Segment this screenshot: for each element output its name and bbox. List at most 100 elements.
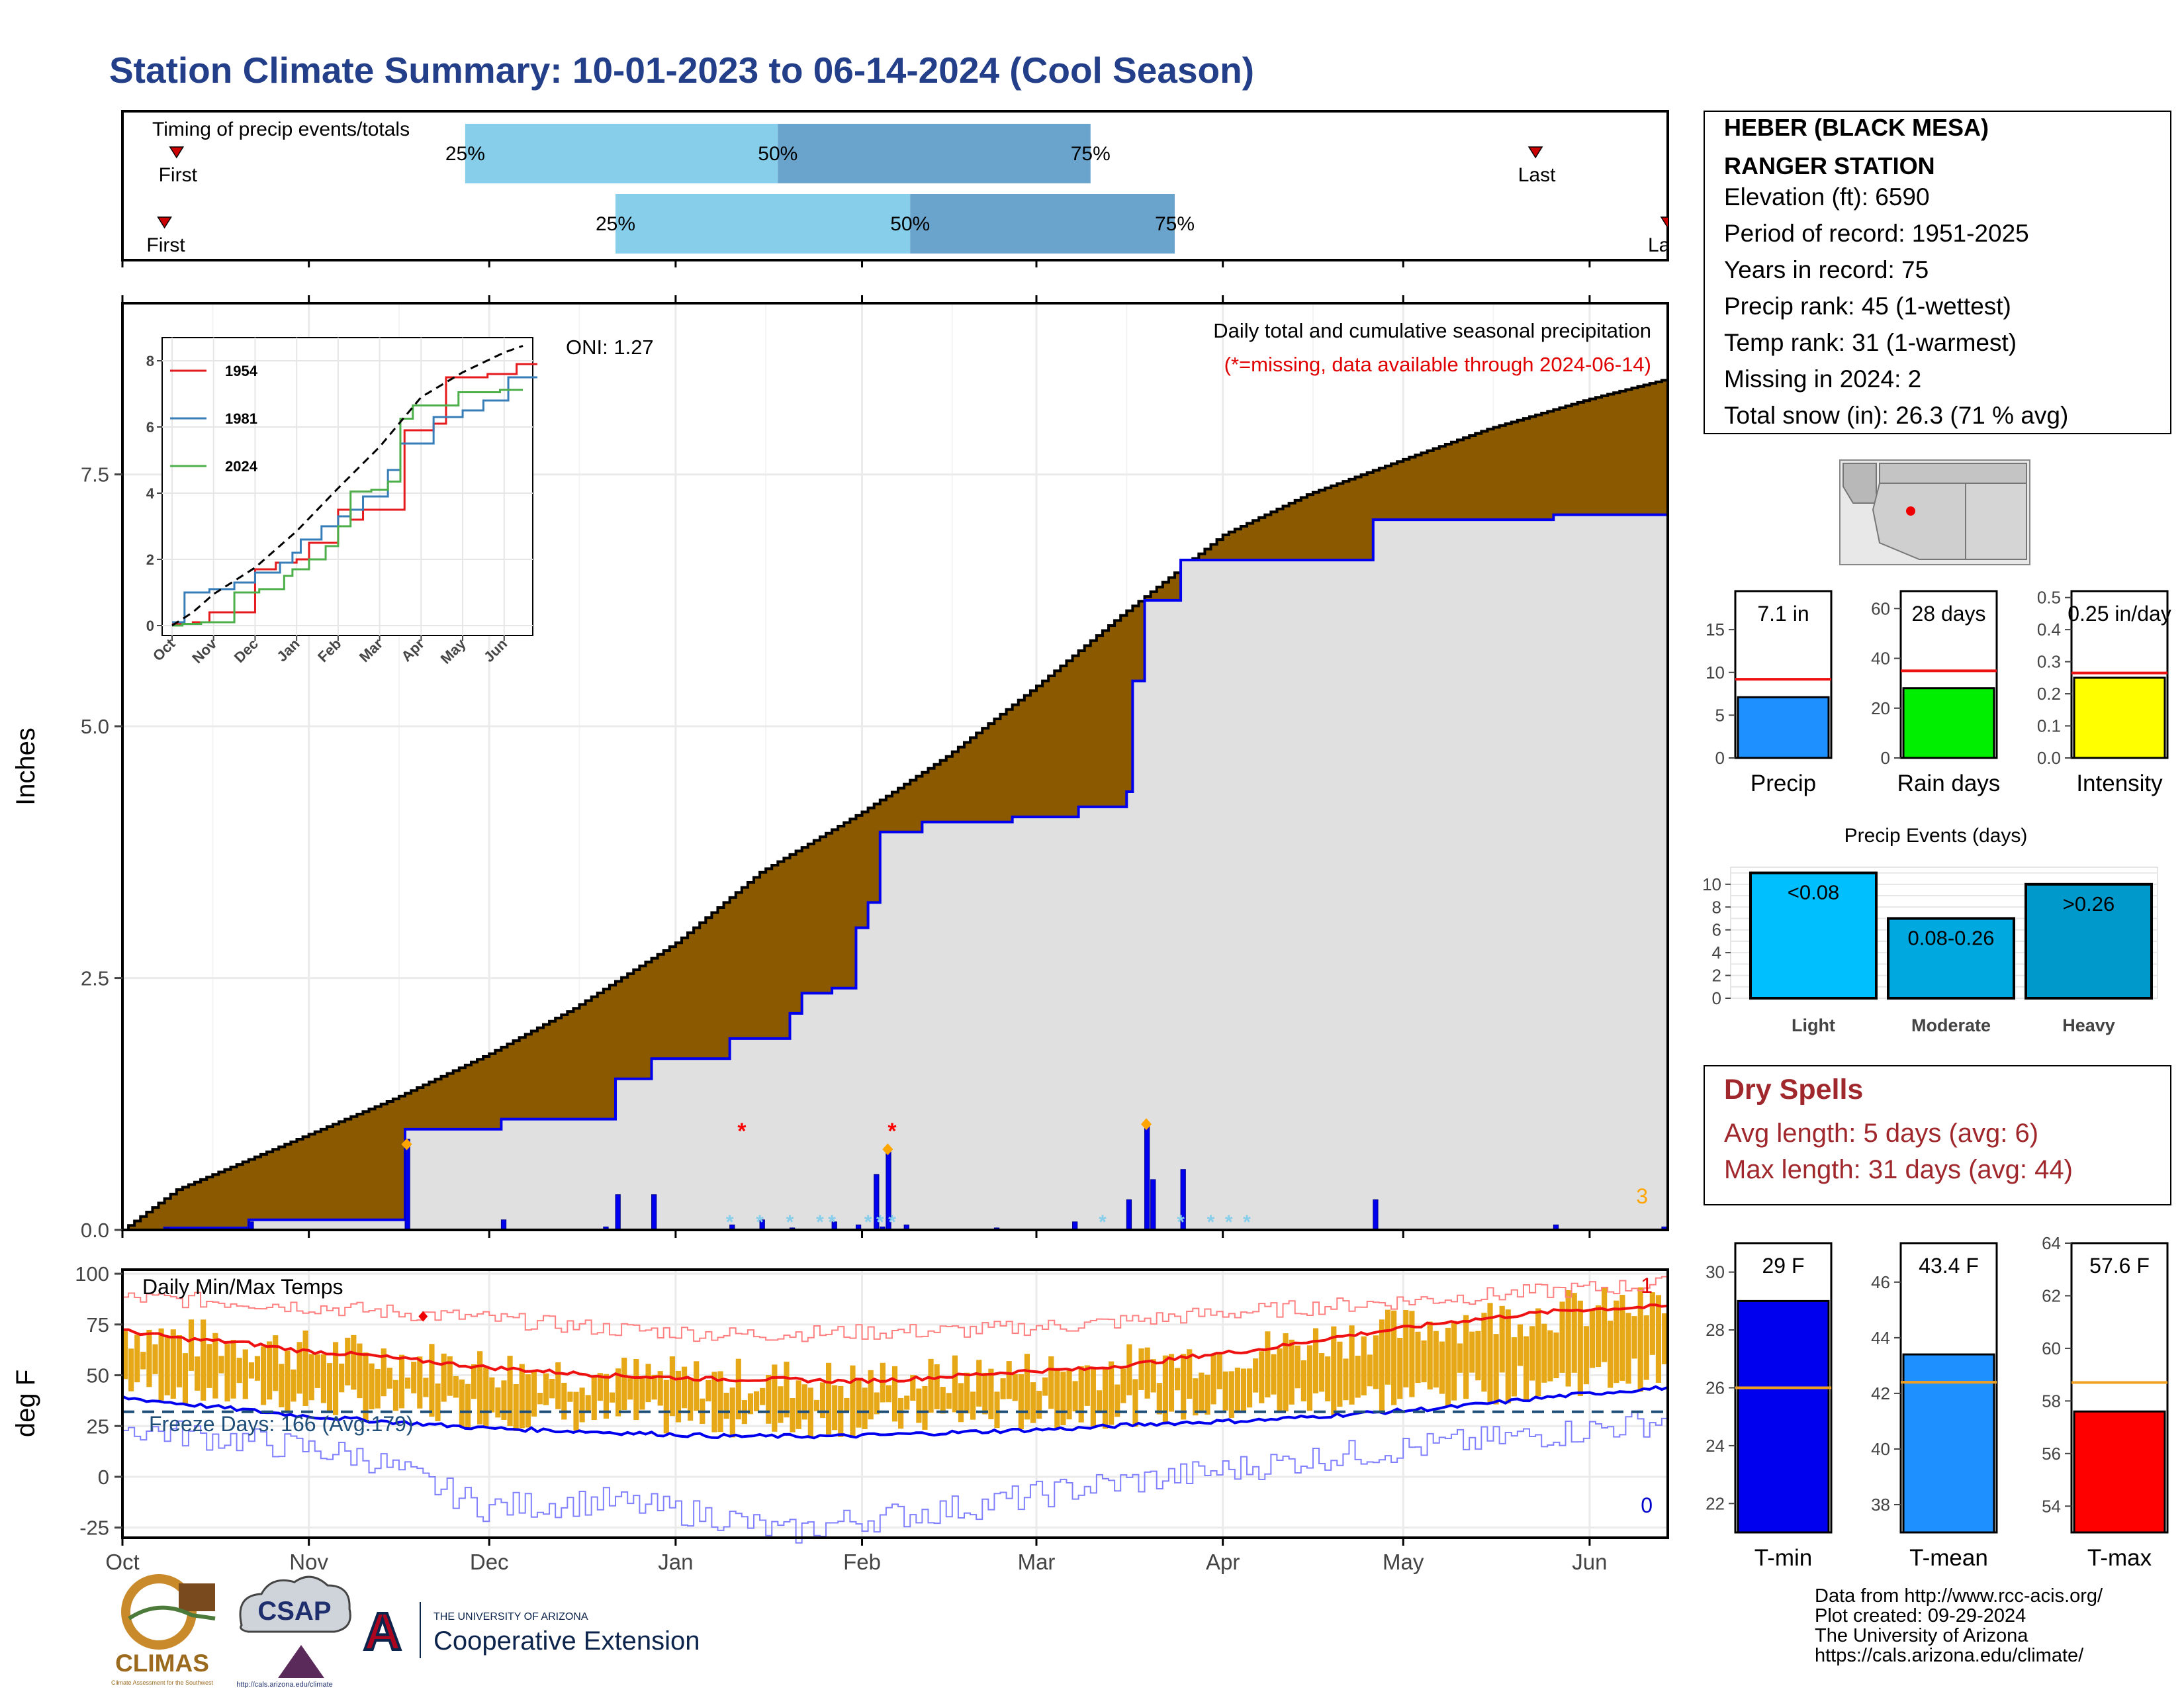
footer-credits: Data from http://www.rcc-acis.org/ Plot … [1815, 1585, 2103, 1666]
csap-logo-mountain [278, 1645, 324, 1678]
precip-snow-marker-9: * [1177, 1211, 1185, 1233]
temp-daily-bar-164 [1109, 1361, 1115, 1425]
temp-daily-bar-208 [1373, 1335, 1379, 1389]
temp-daily-bar-98 [711, 1372, 717, 1432]
temp-summary-axis-label-t-min: T-min [1754, 1545, 1813, 1571]
temp-daily-bar-253 [1643, 1315, 1649, 1380]
temp-daily-bar-10 [182, 1353, 189, 1404]
precip-summary-bar-intensity [2073, 677, 2166, 759]
map-state-newmexico [1965, 483, 2027, 560]
csap-logo: CSAP http://cals.arizona.edu/climate [236, 1575, 351, 1688]
temp-daily-bar-33 [320, 1354, 327, 1403]
temp-daily-bar-176 [1181, 1354, 1187, 1420]
temp-daily-bar-74 [567, 1391, 573, 1402]
temp-daily-bar-215 [1415, 1331, 1421, 1383]
temp-y-tick-label-0: -25 [79, 1517, 109, 1540]
temp-daily-bar-24 [267, 1341, 273, 1400]
temp-daily-bar-142 [976, 1360, 982, 1407]
temp-daily-bar-242 [1577, 1300, 1583, 1397]
temp-daily-bar-39 [357, 1343, 363, 1399]
precip-snow-marker-11: * [1225, 1211, 1233, 1233]
x-tick-label-Dec: Dec [470, 1550, 509, 1574]
precip-snow-marker-4: * [828, 1211, 836, 1233]
record-high-count: 1 [1641, 1274, 1653, 1297]
temp-daily-bar-147 [1006, 1361, 1012, 1399]
temp-summary-y-tick-label-t-max-5: 64 [2042, 1233, 2061, 1253]
temp-daily-bar-188 [1253, 1358, 1259, 1393]
temp-daily-bar-248 [1614, 1300, 1619, 1383]
precip-avg-cumulative-line [122, 379, 1669, 1231]
temp-daily-bar-15 [212, 1333, 218, 1399]
oni-label: ONI: 1.27 [566, 336, 654, 359]
temp-daily-bar-101 [729, 1387, 735, 1438]
x-tick-label-Jan: Jan [658, 1550, 693, 1574]
temp-daily-bar-78 [591, 1377, 597, 1421]
temp-daily-bar-221 [1451, 1321, 1457, 1401]
inset-series-line-2024 [172, 389, 523, 627]
temp-daily-bar-132 [916, 1388, 922, 1423]
events-bar-light [1749, 871, 1878, 1000]
timing-label-50-1: 50% [890, 213, 930, 235]
temp-daily-bar-187 [1247, 1368, 1253, 1408]
temp-daily-bar-201 [1331, 1326, 1337, 1415]
events-y-tick-label-3: 6 [1712, 920, 1721, 940]
events-bar-moderate [1887, 917, 2015, 1000]
temp-summary-y-tick-label-t-min-4: 30 [1706, 1262, 1725, 1282]
temp-daily-bar-202 [1337, 1341, 1343, 1407]
temp-daily-bar-99 [717, 1371, 723, 1432]
temp-daily-bar-93 [681, 1366, 688, 1409]
temp-daily-bar-102 [735, 1358, 741, 1420]
temp-daily-bar-209 [1379, 1319, 1385, 1411]
precip-summary-axis-label-intensity: Intensity [2076, 771, 2163, 796]
temp-daily-bar-182 [1216, 1352, 1222, 1389]
temp-daily-bar-251 [1631, 1316, 1637, 1359]
temp-daily-bar-122 [856, 1379, 862, 1428]
temp-daily-bar-123 [862, 1387, 868, 1429]
temp-daily-bar-82 [615, 1368, 621, 1417]
temp-daily-bar-27 [285, 1350, 291, 1413]
temp-daily-bar-150 [1024, 1354, 1030, 1420]
temp-y-tick-label-3: 50 [87, 1364, 109, 1387]
precip-summary-y-tick-label-precip-1: 5 [1715, 705, 1725, 725]
temp-daily-bar-84 [627, 1378, 633, 1400]
temp-daily-bar-144 [988, 1368, 994, 1420]
temp-daily-bar-117 [826, 1362, 832, 1434]
temp-daily-bar-247 [1608, 1321, 1614, 1388]
x-tick-label-May: May [1383, 1550, 1424, 1574]
precip-summary-y-tick-label-rain-days-2: 40 [1871, 649, 1890, 669]
precip-y-tick-label-3: 7.5 [81, 463, 109, 487]
temp-summary-bar-t-min [1737, 1299, 1830, 1534]
temp-daily-bar-151 [1030, 1382, 1036, 1423]
precip-snow-marker-2: * [786, 1211, 794, 1233]
temp-daily-bar-174 [1168, 1354, 1175, 1412]
temp-summary-y-tick-label-t-min-1: 24 [1706, 1436, 1725, 1456]
temp-daily-bar-19 [236, 1358, 242, 1383]
temp-daily-bar-180 [1205, 1374, 1210, 1415]
events-x-label-heavy: Heavy [2062, 1015, 2115, 1035]
temp-daily-bar-40 [363, 1352, 369, 1421]
temp-daily-bar-65 [513, 1383, 519, 1431]
footer-line3: The University of Arizona [1815, 1625, 2028, 1646]
timing-panel: Timing of precip events/totals Avg 25% 50%… [64, 110, 1669, 267]
climas-logo-block [179, 1583, 215, 1611]
timing-first-marker-0 [169, 146, 185, 159]
station-info-box: HEBER (BLACK MESA) RANGER STATION Elevat… [1704, 111, 2171, 434]
temp-daily-bar-222 [1457, 1343, 1463, 1373]
temp-daily-bar-228 [1493, 1334, 1499, 1405]
temp-daily-bar-109 [778, 1386, 784, 1423]
temp-daily-bar-68 [531, 1371, 537, 1417]
precip-daily-bar-20 [1150, 1179, 1156, 1231]
temp-summary-value-label-t-max: 57.6 F [2089, 1254, 2150, 1278]
temp-title: Daily Min/Max Temps [142, 1275, 343, 1299]
map-region-north [1879, 463, 2027, 484]
climas-logo: CLIMAS Climate Assessment for the Southw… [111, 1574, 216, 1686]
station-precip-rank: Precip rank: 45 (1-wettest) [1724, 293, 2011, 320]
temp-daily-bar-227 [1487, 1303, 1493, 1403]
temp-daily-bar-161 [1090, 1369, 1096, 1427]
temp-daily-bar-28 [291, 1369, 296, 1402]
timing-row-label-1: 2024 [64, 213, 109, 236]
dry-spells-max: Max length: 31 days (avg: 44) [1724, 1155, 2073, 1184]
temp-daily-bar-14 [206, 1344, 212, 1388]
temp-daily-bar-116 [819, 1382, 826, 1419]
timing-first-marker-1 [157, 216, 172, 229]
